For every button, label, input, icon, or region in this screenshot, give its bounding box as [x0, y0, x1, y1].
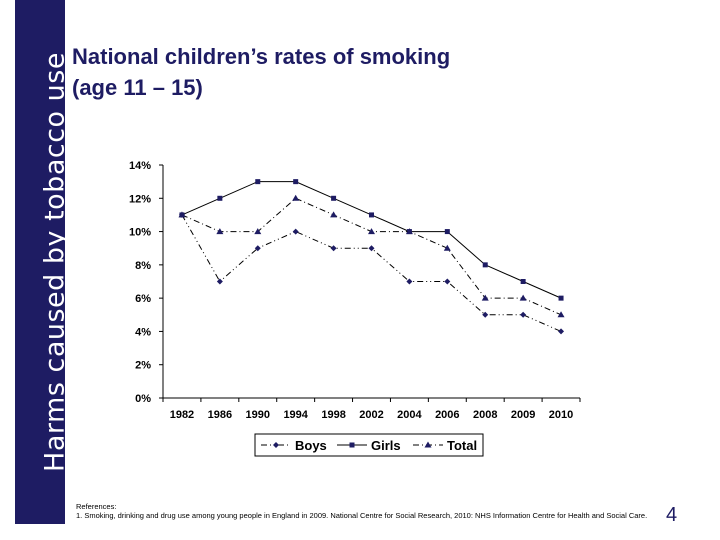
data-point-girls: [520, 279, 526, 284]
y-tick-label: 6%: [135, 293, 151, 305]
data-point-girls: [217, 195, 223, 201]
data-point-total: [368, 228, 375, 235]
data-point-boys: [292, 228, 299, 235]
y-tick-label: 2%: [135, 360, 151, 372]
x-tick-label: 1998: [321, 409, 345, 421]
legend-label-total: Total: [447, 438, 477, 453]
data-point-boys: [558, 328, 565, 335]
series-line-girls: [181, 181, 562, 299]
data-point-boys: [482, 311, 489, 318]
side-title: Harms caused by tobacco use: [39, 52, 71, 472]
legend-box: [254, 433, 484, 457]
data-point-boys: [330, 245, 337, 252]
data-point-girls: [558, 295, 564, 301]
references: References: 1. Smoking, drinking and dru…: [76, 502, 656, 520]
data-point-total: [557, 311, 565, 318]
legend-marker-total: [424, 441, 432, 448]
data-point-girls: [255, 179, 261, 185]
legend-marker-boys: [273, 442, 279, 448]
data-point-total: [330, 211, 338, 218]
data-point-boys: [216, 278, 223, 285]
data-point-boys: [444, 278, 451, 285]
slide-title: National children’s rates of smoking (ag…: [72, 42, 632, 104]
data-point-total: [481, 294, 489, 301]
data-point-boys: [406, 278, 413, 285]
data-point-total: [405, 228, 413, 235]
line-chart: 0% 2% 4% 6% 8% 10% 12% 14% 1982 1986 1990 1994 1998 2…: [129, 160, 581, 457]
references-text: 1. Smoking, drinking and drug use among …: [76, 511, 648, 520]
x-tick-label: 1994: [283, 409, 308, 421]
x-tick-label: 1982: [170, 409, 194, 421]
data-point-boys: [520, 311, 527, 318]
page-number: 4: [666, 504, 678, 526]
data-point-total: [254, 228, 262, 235]
data-point-total: [216, 228, 224, 235]
y-tick-label: 10%: [129, 227, 151, 239]
data-point-girls: [482, 262, 488, 268]
slide-title-line-2: (age 11 – 15): [72, 74, 203, 100]
data-point-girls: [369, 212, 374, 218]
data-point-total: [519, 294, 527, 301]
x-tick-label: 2004: [397, 409, 422, 421]
x-tick-label: 2009: [511, 409, 535, 421]
x-tick-label: 2010: [549, 409, 573, 421]
data-point-total: [178, 211, 186, 218]
data-point-total: [443, 244, 451, 251]
data-point-total: [292, 194, 300, 201]
y-tick-label: 8%: [135, 260, 151, 272]
slide-title-line-1: National children’s rates of smoking: [72, 44, 451, 69]
y-tick-label: 4%: [135, 326, 151, 338]
x-tick-label: 2008: [473, 409, 497, 421]
legend-marker-girls: [349, 442, 355, 448]
data-point-girls: [293, 179, 299, 185]
x-tick-label: 2006: [435, 409, 459, 421]
references-heading: References:: [76, 502, 117, 511]
side-band: Harms caused by tobacco use: [15, 0, 71, 524]
data-point-girls: [444, 229, 450, 235]
y-tick-label: 0%: [135, 393, 151, 405]
data-point-boys: [368, 245, 375, 252]
x-tick-label: 1990: [246, 409, 270, 421]
y-tick-label: 12%: [129, 193, 151, 205]
y-tick-label: 14%: [129, 160, 151, 172]
data-point-girls: [331, 195, 337, 201]
legend-label-boys: Boys: [295, 438, 327, 453]
x-tick-label: 1986: [208, 409, 232, 421]
x-tick-label: 2002: [359, 409, 383, 421]
legend-label-girls: Girls: [371, 438, 401, 453]
